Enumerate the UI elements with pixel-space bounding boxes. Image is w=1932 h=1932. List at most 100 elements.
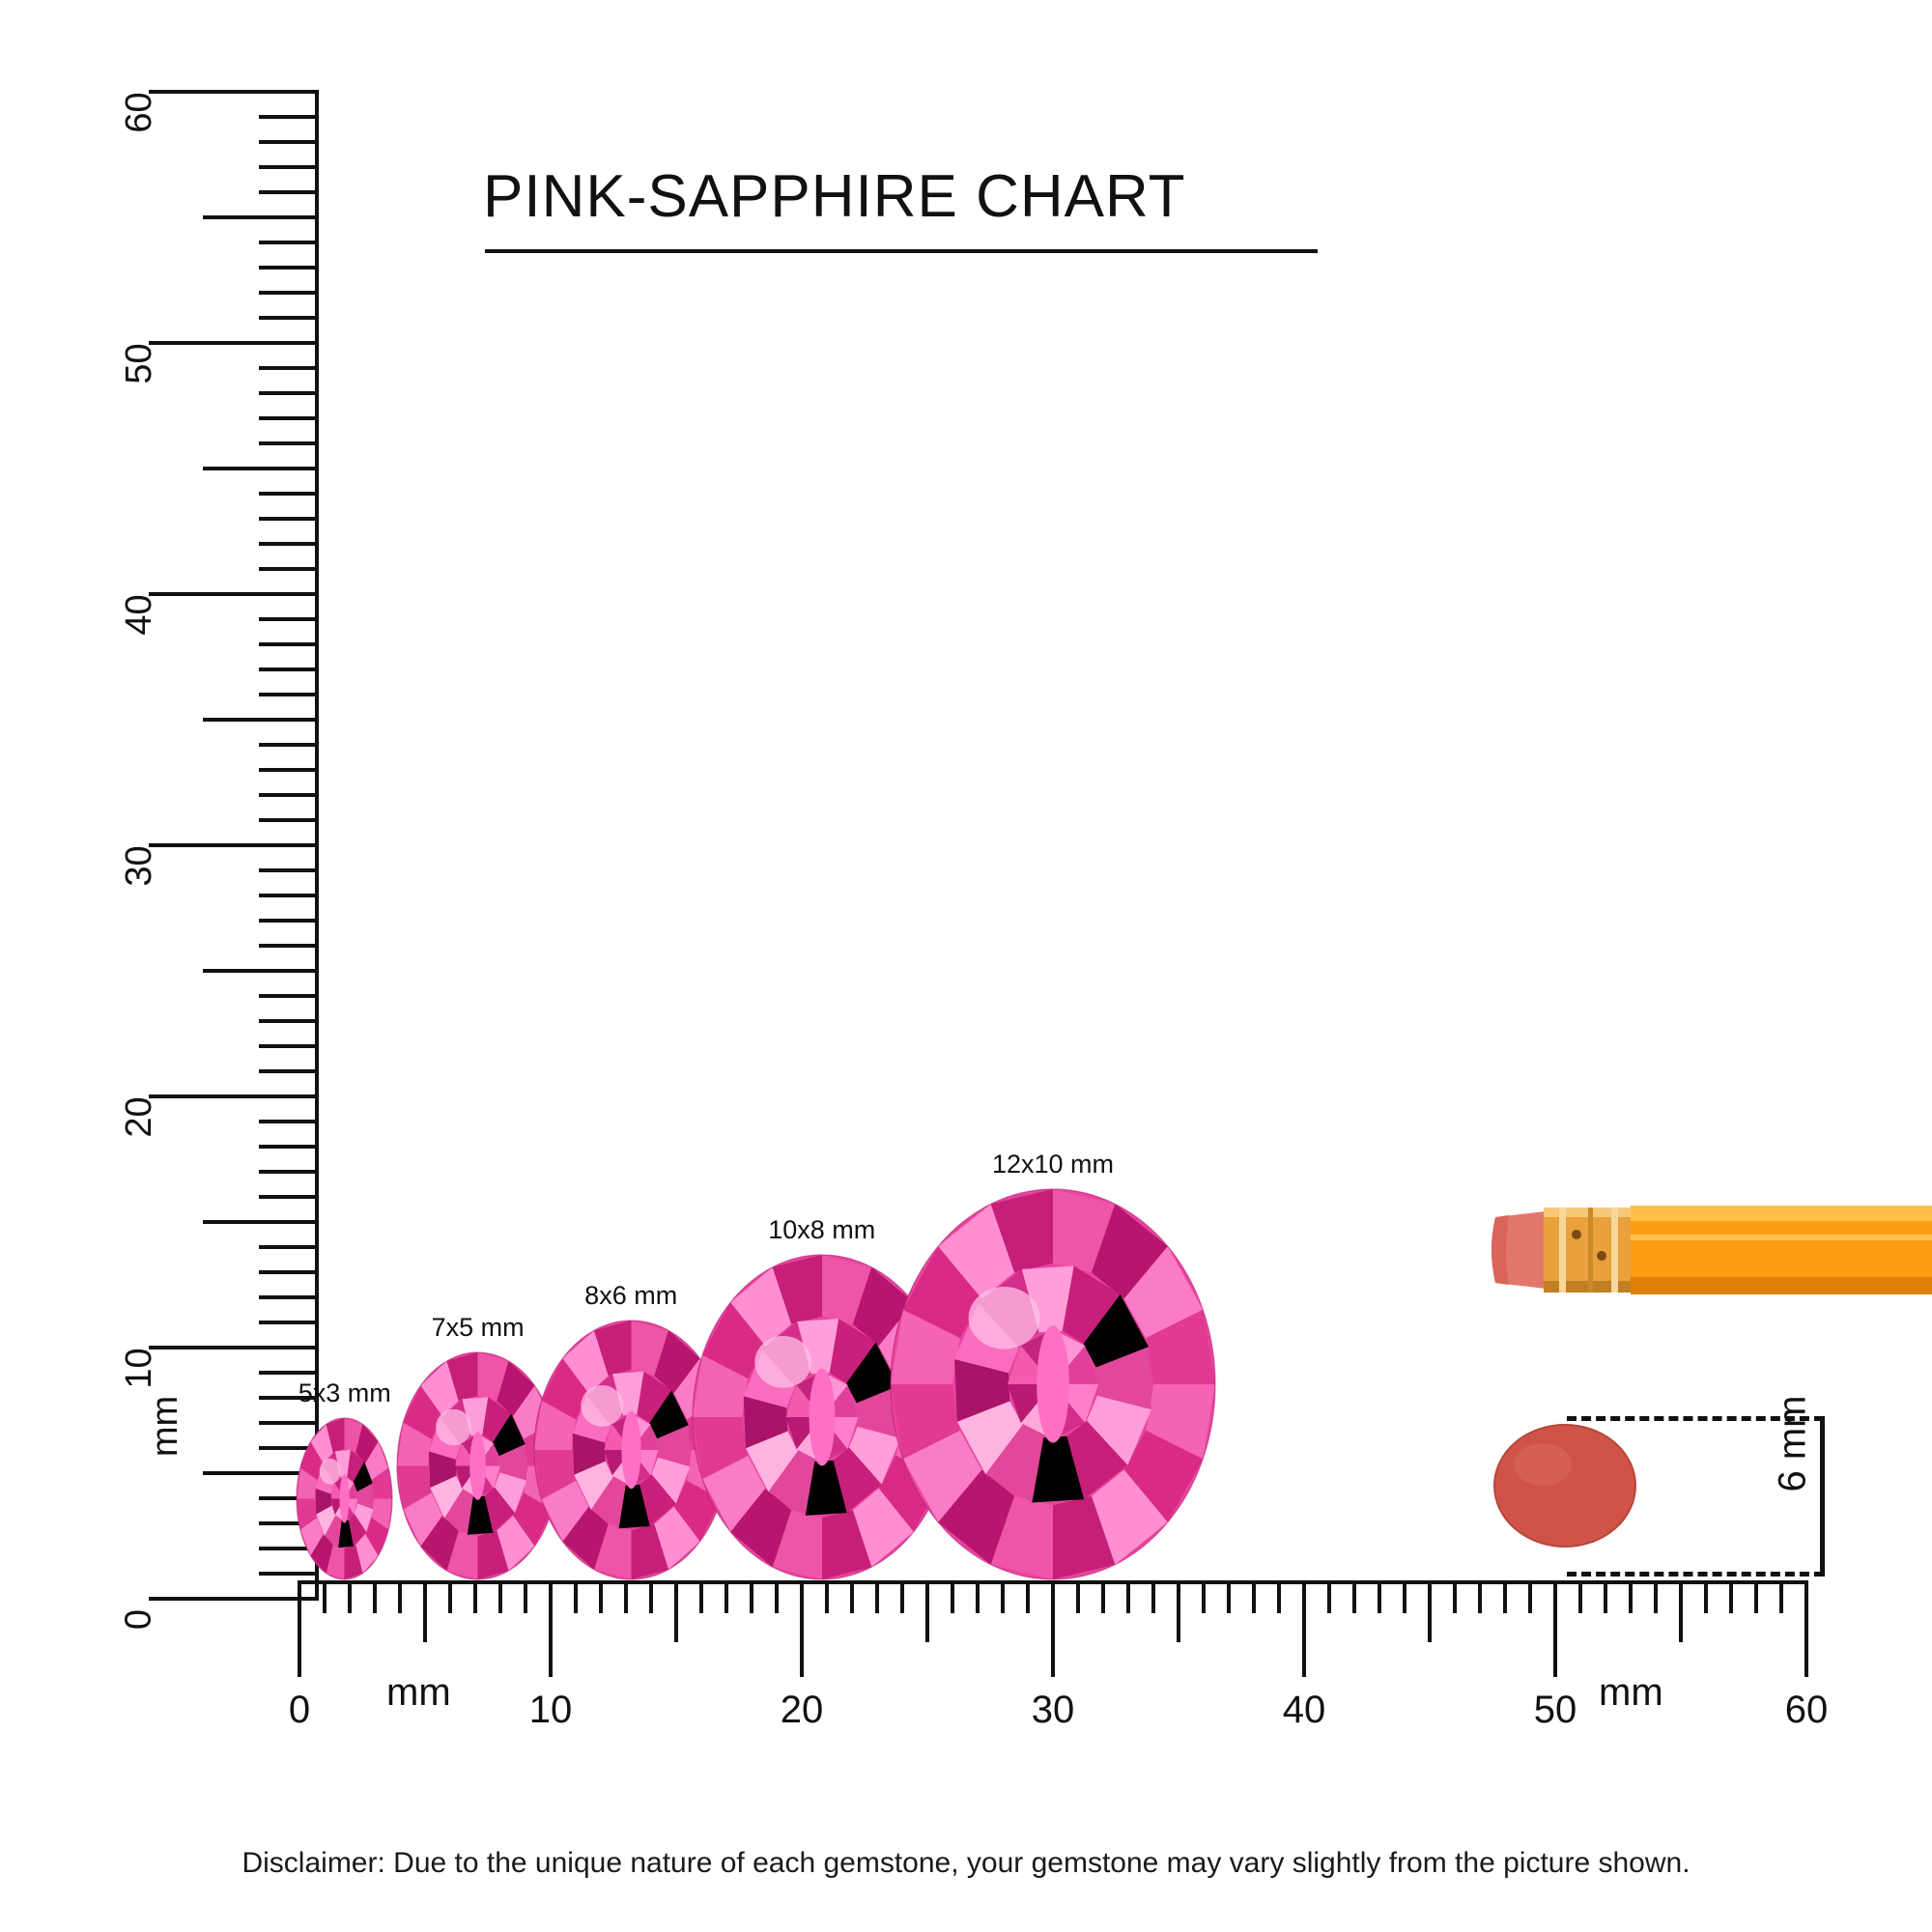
vertical-tick-11 (259, 1321, 319, 1324)
vertical-tick-5 (203, 1471, 319, 1475)
vertical-tick-55 (203, 215, 319, 219)
vertical-tick-7 (259, 1421, 319, 1425)
size-reference-edge (1820, 1416, 1825, 1577)
vertical-tick-18 (259, 1145, 319, 1149)
eraser-dot (1492, 1422, 1637, 1549)
vertical-tick-30 (149, 843, 319, 847)
vertical-tick-59 (259, 115, 319, 119)
horizontal-tick-label-20: 20 (780, 1689, 824, 1731)
vertical-tick-58 (259, 140, 319, 144)
vertical-tick-38 (259, 642, 319, 646)
horizontal-tick-0 (298, 1580, 301, 1677)
vertical-tick-57 (259, 165, 319, 169)
horizontal-tick-46 (1453, 1580, 1457, 1613)
vertical-tick-43 (259, 517, 319, 521)
horizontal-tick-label-30: 30 (1031, 1689, 1075, 1731)
horizontal-tick-26 (951, 1580, 954, 1613)
vertical-tick-24 (259, 994, 319, 998)
vertical-tick-31 (259, 818, 319, 822)
horizontal-tick-label-60: 60 (1784, 1689, 1829, 1731)
horizontal-tick-34 (1151, 1580, 1155, 1613)
page-title: PINK-SAPPHIRE CHART (483, 163, 1186, 230)
horizontal-tick-label-0: 0 (288, 1689, 311, 1731)
horizontal-tick-20 (800, 1580, 804, 1677)
vertical-tick-27 (259, 919, 319, 923)
vertical-tick-9 (259, 1371, 319, 1375)
vertical-tick-6 (259, 1446, 319, 1450)
horizontal-tick-27 (976, 1580, 980, 1613)
horizontal-tick-45 (1428, 1580, 1432, 1642)
horizontal-tick-17 (724, 1580, 728, 1613)
vertical-tick-35 (203, 718, 319, 722)
horizontal-tick-60 (1804, 1580, 1808, 1677)
vertical-tick-28 (259, 894, 319, 897)
horizontal-tick-43 (1378, 1580, 1381, 1613)
vertical-tick-29 (259, 868, 319, 872)
vertical-tick-3 (259, 1521, 319, 1525)
horizontal-tick-6 (448, 1580, 452, 1613)
horizontal-tick-42 (1352, 1580, 1356, 1613)
vertical-tick-label-20: 20 (118, 1096, 159, 1138)
horizontal-tick-13 (624, 1580, 628, 1613)
horizontal-tick-53 (1629, 1580, 1633, 1613)
vertical-tick-label-10: 10 (118, 1348, 159, 1389)
vertical-ruler: 0 10 20 30 40 50 60 (119, 90, 319, 1630)
horizontal-tick-label-50: 50 (1533, 1689, 1577, 1731)
horizontal-tick-59 (1779, 1580, 1783, 1613)
horizontal-tick-52 (1604, 1580, 1607, 1613)
gemstone-7x5[interactable]: 7x5 mm (396, 1313, 559, 1580)
vertical-tick-22 (259, 1044, 319, 1048)
vertical-tick-36 (259, 693, 319, 696)
horizontal-axis-unit-label-right: mm (1599, 1671, 1663, 1714)
vertical-tick-16 (259, 1195, 319, 1199)
horizontal-tick-12 (599, 1580, 603, 1613)
horizontal-tick-19 (775, 1580, 779, 1613)
horizontal-tick-11 (574, 1580, 578, 1613)
vertical-tick-8 (259, 1396, 319, 1400)
gemstone-12x10[interactable]: 12x10 mm (890, 1150, 1216, 1580)
vertical-axis-unit-label: mm (145, 1395, 186, 1458)
horizontal-tick-4 (398, 1580, 402, 1613)
horizontal-tick-1 (323, 1580, 327, 1613)
horizontal-tick-41 (1327, 1580, 1331, 1613)
horizontal-tick-7 (473, 1580, 477, 1613)
vertical-tick-51 (259, 316, 319, 320)
vertical-tick-14 (259, 1245, 319, 1249)
vertical-tick-34 (259, 743, 319, 747)
vertical-tick-52 (259, 291, 319, 295)
size-reference-bracket (1567, 1416, 1824, 1577)
vertical-tick-37 (259, 668, 319, 671)
vertical-tick-33 (259, 768, 319, 772)
vertical-tick-40 (149, 592, 319, 596)
horizontal-tick-54 (1654, 1580, 1658, 1613)
horizontal-tick-37 (1227, 1580, 1231, 1613)
vertical-tick-label-0: 0 (118, 1608, 159, 1631)
horizontal-tick-32 (1101, 1580, 1105, 1613)
vertical-tick-0 (149, 1597, 319, 1601)
horizontal-tick-40 (1302, 1580, 1306, 1677)
horizontal-tick-9 (524, 1580, 527, 1613)
gemstone-label-8x6: 8x6 mm (584, 1280, 678, 1310)
vertical-tick-56 (259, 190, 319, 194)
gemstone-5x3[interactable]: 5x3 mm (296, 1378, 393, 1580)
vertical-tick-32 (259, 793, 319, 797)
horizontal-axis-unit-label-left: mm (386, 1671, 451, 1714)
vertical-tick-60 (149, 90, 319, 94)
vertical-tick-47 (259, 416, 319, 420)
horizontal-tick-36 (1202, 1580, 1206, 1613)
horizontal-tick-56 (1704, 1580, 1708, 1613)
horizontal-tick-29 (1026, 1580, 1030, 1613)
horizontal-tick-49 (1528, 1580, 1532, 1613)
horizontal-tick-33 (1126, 1580, 1130, 1613)
vertical-tick-15 (203, 1220, 319, 1224)
horizontal-tick-47 (1478, 1580, 1482, 1613)
vertical-tick-41 (259, 567, 319, 571)
horizontal-tick-8 (498, 1580, 502, 1613)
vertical-tick-42 (259, 542, 319, 546)
horizontal-tick-23 (875, 1580, 879, 1613)
vertical-tick-25 (203, 969, 319, 973)
vertical-tick-10 (149, 1346, 319, 1350)
horizontal-tick-21 (825, 1580, 829, 1613)
horizontal-tick-51 (1578, 1580, 1582, 1613)
